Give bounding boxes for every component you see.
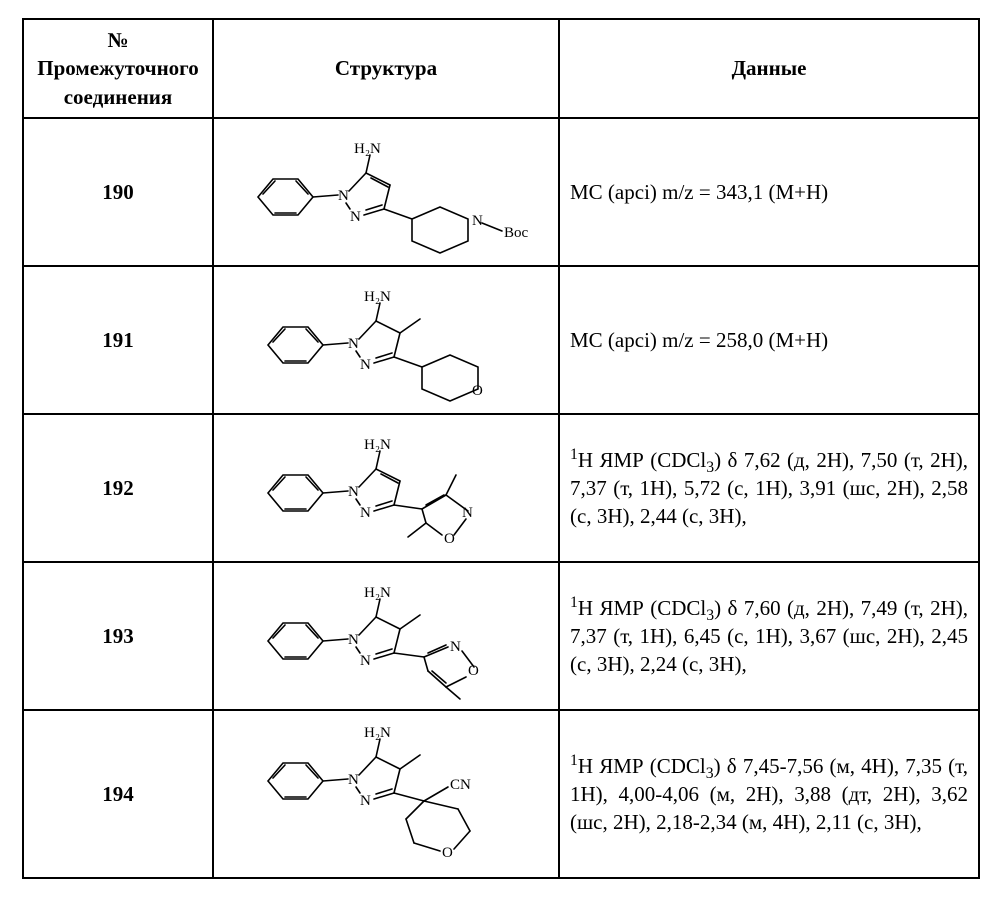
compound-structure: N N H₂N [213,266,559,414]
svg-text:N: N [350,209,361,225]
svg-text:H₂N: H₂N [354,141,381,157]
col-header-id: № Промежуточного соединения [23,19,213,118]
svg-text:H₂N: H₂N [364,725,391,741]
structure-svg-190: N N H₂N [226,127,546,257]
table-row: 193 N N [23,562,979,710]
table-row: 194 N N [23,710,979,878]
svg-text:N: N [360,357,371,373]
svg-text:O: O [442,845,453,861]
compound-data: МС (apci) m/z = 258,0 (M+H) [559,266,979,414]
svg-text:N: N [360,793,371,809]
compound-structure: N N H₂N [213,710,559,878]
svg-text:N: N [338,188,349,204]
svg-text:N: N [360,505,371,521]
svg-text:Boc: Boc [504,225,529,241]
structure-svg-194: N N H₂N [236,719,536,869]
svg-text:N: N [348,336,359,352]
structure-svg-193: N N H₂N [236,571,536,701]
compound-id: 190 [23,118,213,266]
compound-data: 1H ЯМР (CDCl3) δ 7,45-7,56 (м, 4H), 7,35… [559,710,979,878]
svg-text:N: N [348,632,359,648]
compound-id: 191 [23,266,213,414]
compound-structure: N N H₂N [213,414,559,562]
page-container: № Промежуточного соединения Структура Да… [0,0,1000,897]
col-header-structure: Структура [213,19,559,118]
table-row: 191 N N [23,266,979,414]
svg-text:H₂N: H₂N [364,585,391,601]
structure-svg-191: N N H₂N [236,275,536,405]
compound-structure: N N H₂N [213,118,559,266]
svg-text:N: N [450,639,461,655]
svg-text:O: O [468,663,479,679]
compound-data: 1H ЯМР (CDCl3) δ 7,60 (д, 2H), 7,49 (т, … [559,562,979,710]
svg-text:H₂N: H₂N [364,289,391,305]
table-row: 190 N N [23,118,979,266]
table-row: 192 N N [23,414,979,562]
structure-svg-192: N N H₂N [236,423,536,553]
table-header: № Промежуточного соединения Структура Да… [23,19,979,118]
svg-text:N: N [472,213,483,229]
compound-data: 1H ЯМР (CDCl3) δ 7,62 (д, 2H), 7,50 (т, … [559,414,979,562]
compound-id: 194 [23,710,213,878]
svg-text:N: N [360,653,371,669]
svg-text:O: O [444,531,455,547]
svg-text:O: O [472,383,483,399]
svg-text:N: N [348,772,359,788]
compound-table: № Промежуточного соединения Структура Да… [22,18,980,879]
svg-text:N: N [348,484,359,500]
svg-text:N: N [462,505,473,521]
compound-id: 193 [23,562,213,710]
col-header-data: Данные [559,19,979,118]
compound-id: 192 [23,414,213,562]
svg-text:H₂N: H₂N [364,437,391,453]
compound-structure: N N H₂N [213,562,559,710]
compound-data: МС (apci) m/z = 343,1 (M+H) [559,118,979,266]
svg-text:CN: CN [450,777,471,793]
